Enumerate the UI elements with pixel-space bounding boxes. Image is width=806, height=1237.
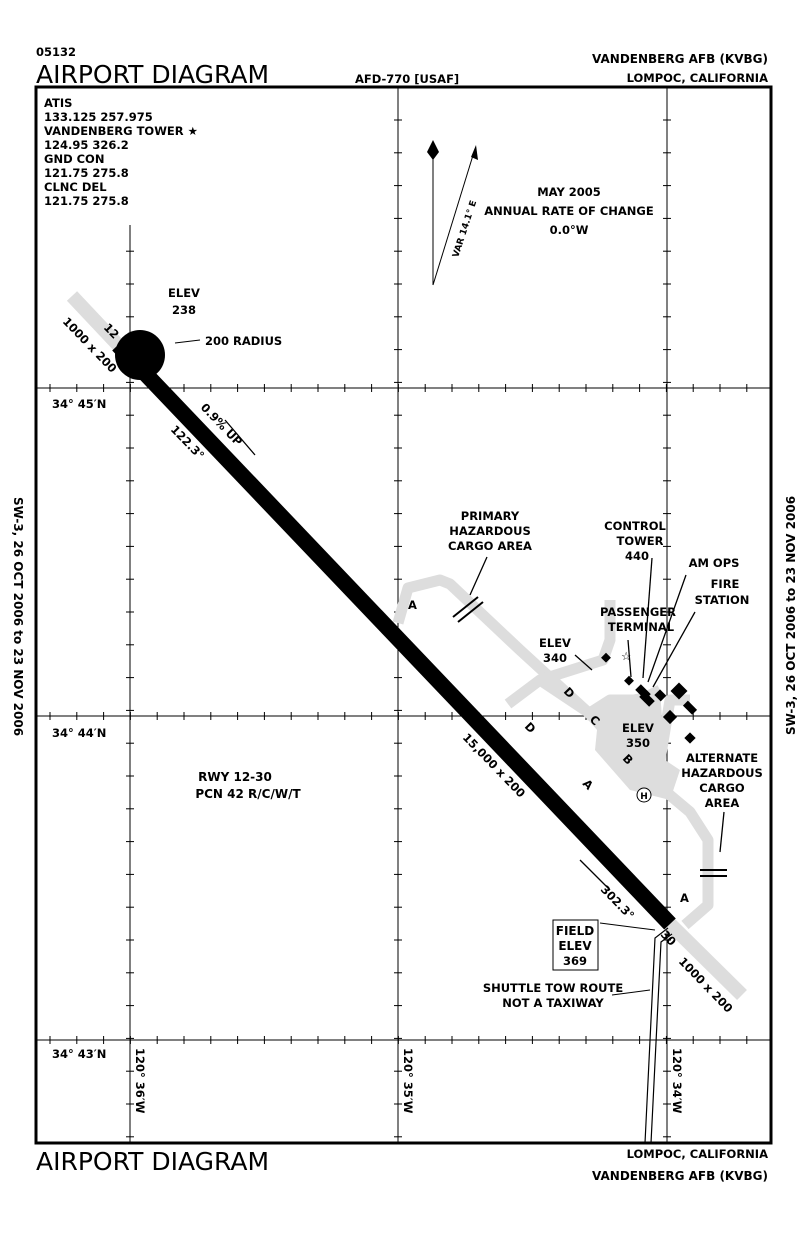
primary-cargo-label: PRIMARY bbox=[461, 509, 520, 523]
apron bbox=[595, 690, 680, 800]
control-tower-label: CONTROL bbox=[604, 519, 666, 533]
page-title: AIRPORT DIAGRAM bbox=[36, 60, 269, 89]
alternate-cargo-label: ALTERNATE bbox=[686, 751, 758, 765]
svg-text:FIELD: FIELD bbox=[556, 924, 595, 938]
radius-label: 200 RADIUS bbox=[205, 334, 282, 348]
runway-12-30 bbox=[112, 339, 676, 930]
buildings bbox=[601, 652, 698, 744]
elev-238-label: ELEV bbox=[168, 286, 200, 300]
magnetic-date: MAY 2005 bbox=[537, 185, 601, 199]
city-name: LOMPOC, CALIFORNIA bbox=[627, 71, 768, 85]
turnaround-circle bbox=[115, 330, 165, 380]
shuttle-tow-route bbox=[644, 927, 673, 1144]
airport-name: VANDENBERG AFB (KVBG) bbox=[592, 52, 768, 66]
latitude-label: 34° 45′N bbox=[52, 397, 106, 411]
svg-text:440: 440 bbox=[625, 549, 649, 563]
heliport-icon bbox=[636, 787, 652, 803]
elev-350-label: ELEV bbox=[622, 721, 654, 735]
annual-rate: 0.0°W bbox=[550, 223, 589, 237]
latitude-label: 34° 43′N bbox=[52, 1047, 106, 1061]
validity-left: SW-3, 26 OCT 2006 to 23 NOV 2006 bbox=[11, 497, 25, 736]
direction-arrows bbox=[199, 419, 611, 891]
overrun-12 bbox=[66, 291, 126, 352]
annual-rate-label: ANNUAL RATE OF CHANGE bbox=[484, 204, 654, 218]
svg-text:H: H bbox=[640, 792, 648, 802]
svg-text:124.95 326.2: 124.95 326.2 bbox=[44, 138, 129, 152]
svg-text:HAZARDOUS: HAZARDOUS bbox=[449, 524, 531, 538]
svg-text:TERMINAL: TERMINAL bbox=[608, 620, 675, 634]
longitude-label: 120° 35′W bbox=[401, 1048, 415, 1114]
svg-text:121.75 275.8: 121.75 275.8 bbox=[44, 194, 129, 208]
svg-text:350: 350 bbox=[626, 736, 650, 750]
svg-text:340: 340 bbox=[543, 651, 567, 665]
latitude-label: 34° 44′N bbox=[52, 726, 106, 740]
field-elev-box bbox=[552, 919, 599, 971]
beacon-icon: ☆ bbox=[621, 649, 631, 663]
svg-text:A: A bbox=[580, 776, 596, 792]
svg-text:CARGO: CARGO bbox=[699, 781, 745, 795]
svg-text:HAZARDOUS: HAZARDOUS bbox=[681, 766, 763, 780]
svg-text:369: 369 bbox=[563, 954, 587, 968]
fire-station-label: FIRE bbox=[711, 577, 740, 591]
magnetic-variation: VAR 14.1° E bbox=[451, 199, 479, 259]
am-ops-label: AM OPS bbox=[689, 556, 740, 570]
footer-title: AIRPORT DIAGRAM bbox=[36, 1147, 269, 1176]
svg-text:D: D bbox=[522, 719, 539, 736]
north-arrow-icon: VAR 14.1° E bbox=[427, 140, 479, 286]
svg-text:121.75 275.8: 121.75 275.8 bbox=[44, 166, 129, 180]
svg-text:GND CON: GND CON bbox=[44, 152, 104, 166]
svg-text:VANDENBERG TOWER ★: VANDENBERG TOWER ★ bbox=[44, 124, 198, 138]
footer-airport: VANDENBERG AFB (KVBG) bbox=[592, 1169, 768, 1183]
runway-designation: RWY 12-30 bbox=[198, 770, 272, 784]
shuttle-route-label: SHUTTLE TOW ROUTE bbox=[483, 981, 624, 995]
elev-340-label: ELEV bbox=[539, 636, 571, 650]
svg-text:AREA: AREA bbox=[705, 796, 740, 810]
svg-text:ELEV: ELEV bbox=[558, 939, 592, 953]
taxiway-a-label: A bbox=[408, 598, 417, 612]
diagram-frame bbox=[34, 85, 773, 1145]
passenger-terminal-label: PASSENGER bbox=[600, 605, 676, 619]
svg-text:TOWER: TOWER bbox=[616, 534, 663, 548]
svg-text:ATIS: ATIS bbox=[44, 96, 72, 110]
chart-number: 05132 bbox=[36, 45, 76, 59]
taxiway-a-label-2: A bbox=[680, 891, 689, 905]
elev-238-value: 238 bbox=[172, 303, 196, 317]
svg-text:CARGO AREA: CARGO AREA bbox=[448, 539, 532, 553]
procedure-id: AFD-770 [USAF] bbox=[355, 72, 459, 86]
runway-pcn: PCN 42 R/C/W/T bbox=[195, 787, 301, 801]
validity-right: SW-3, 26 OCT 2006 to 23 NOV 2006 bbox=[784, 496, 798, 735]
frequency-list: ATIS 133.125 257.975 VANDENBERG TOWER ★ … bbox=[44, 96, 198, 208]
svg-text:NOT A TAXIWAY: NOT A TAXIWAY bbox=[502, 996, 604, 1010]
longitude-label: 120° 36′W bbox=[133, 1048, 147, 1114]
longitude-label: 120° 34′W bbox=[670, 1048, 684, 1114]
svg-text:CLNC DEL: CLNC DEL bbox=[44, 180, 107, 194]
svg-text:133.125 257.975: 133.125 257.975 bbox=[44, 110, 153, 124]
overrun-30 bbox=[663, 917, 747, 1000]
svg-text:STATION: STATION bbox=[695, 593, 750, 607]
footer-city: LOMPOC, CALIFORNIA bbox=[627, 1147, 768, 1161]
